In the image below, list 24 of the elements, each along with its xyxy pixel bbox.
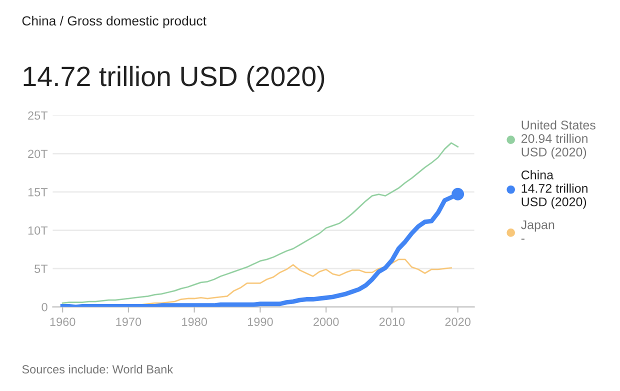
y-tick-label: 15T: [28, 188, 48, 196]
legend-label: Japan: [521, 220, 554, 232]
y-tick-label: 0: [42, 302, 48, 312]
line-series: [140, 258, 452, 306]
x-tick-label: 2000: [314, 318, 339, 326]
chart-subtitle: China / Gross domestic product: [22, 16, 206, 28]
line-series: [62, 142, 459, 304]
y-tick-label: 5T: [34, 264, 48, 274]
x-tick-label: 2020: [445, 318, 470, 326]
x-tick-label: 1970: [116, 318, 142, 326]
text: United States: [522, 120, 596, 130]
y-tick-label: 20T: [28, 150, 48, 158]
y-tick-label: 25T: [28, 111, 48, 120]
x-tick-label: 1990: [248, 318, 273, 326]
x-tick-label: 1980: [182, 318, 207, 326]
source-note: Sources include: World Bank: [22, 364, 174, 374]
text: China: [521, 170, 554, 180]
text: 14.72 trillion USD (2020): [522, 184, 588, 209]
x-tick-label: 1960: [50, 318, 76, 326]
text: -: [521, 238, 524, 240]
chart-title: 14.72 trillion USD (2020): [24, 66, 324, 92]
text: 20.94 trillion USD (2020): [521, 134, 588, 159]
y-tick-label: 10T: [28, 226, 48, 235]
x-tick-label: 2010: [379, 318, 405, 326]
